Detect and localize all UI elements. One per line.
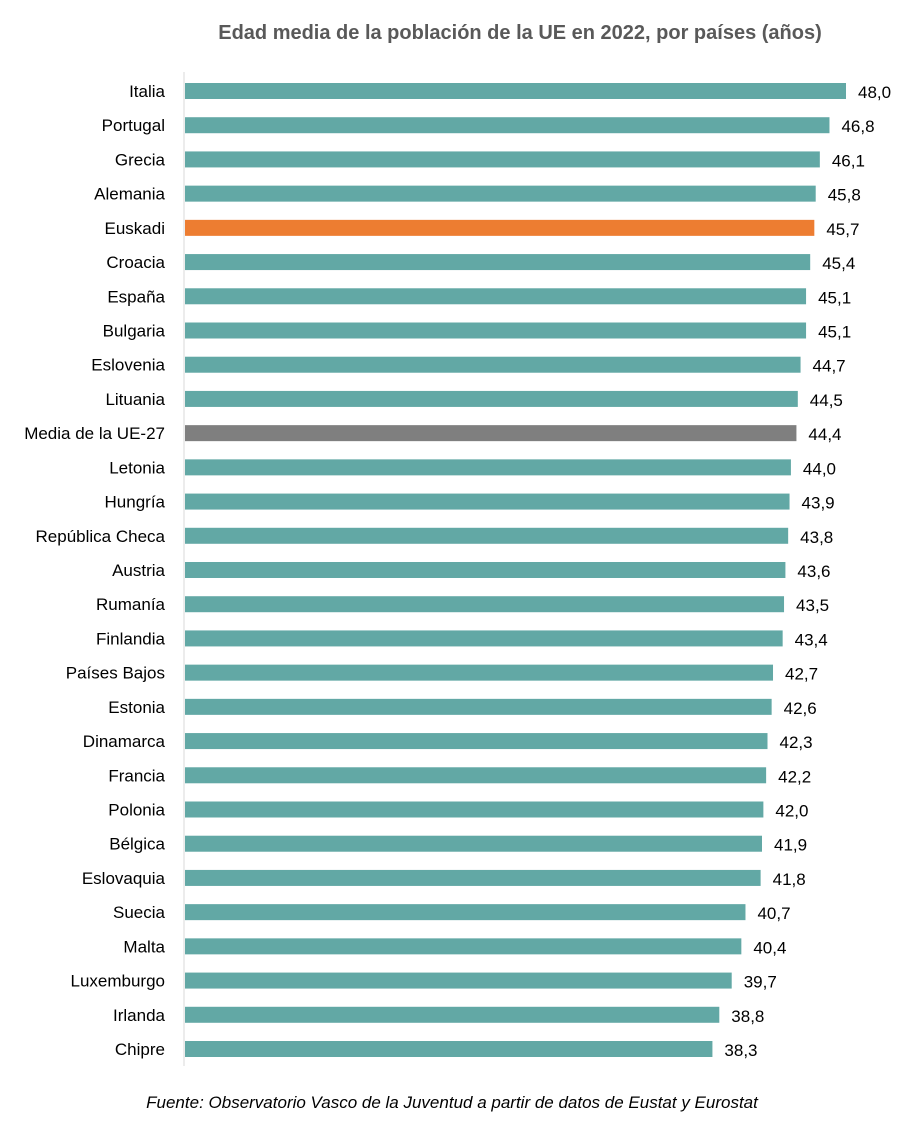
bar-lituania	[185, 390, 798, 407]
chart-title: Edad media de la población de la UE en 2…	[218, 22, 822, 44]
category-label: Grecia	[115, 150, 166, 169]
data-label: 44,5	[810, 391, 843, 410]
data-label: 42,2	[778, 767, 811, 786]
category-label: República Checa	[36, 527, 166, 546]
category-label: Hungría	[105, 493, 166, 512]
bar-irlanda	[185, 1006, 720, 1023]
data-label: 43,9	[802, 494, 835, 513]
data-label: 41,9	[774, 836, 807, 855]
bar-españa	[185, 288, 807, 305]
data-label: 45,7	[826, 220, 859, 239]
bar-francia	[185, 767, 767, 784]
data-label: 39,7	[744, 973, 777, 992]
category-label: Chipre	[115, 1040, 165, 1059]
bar-bulgaria	[185, 322, 807, 339]
bar-portugal	[185, 117, 830, 134]
bar-euskadi	[185, 219, 815, 236]
data-label: 44,0	[803, 459, 836, 478]
category-label: España	[107, 287, 165, 306]
category-label: Finlandia	[96, 629, 166, 648]
source-note: Fuente: Observatorio Vasco de la Juventu…	[146, 1093, 758, 1112]
bar-rumanía	[185, 596, 785, 613]
category-label: Portugal	[102, 116, 165, 135]
data-label: 38,3	[724, 1041, 757, 1060]
category-label: Luxemburgo	[70, 972, 165, 991]
category-label: Francia	[108, 766, 165, 785]
category-label: Media de la UE-27	[24, 424, 165, 443]
bar-hungría	[185, 493, 790, 510]
category-label: Alemania	[94, 185, 165, 204]
data-label: 43,6	[797, 562, 830, 581]
data-label: 45,1	[818, 323, 851, 342]
data-label: 45,4	[822, 254, 855, 273]
category-label: Polonia	[108, 801, 165, 820]
bar-italia	[185, 83, 846, 99]
bar-luxemburgo	[185, 972, 732, 989]
bar-países-bajos	[185, 664, 774, 681]
bar-grecia	[185, 151, 820, 168]
bar-letonia	[185, 459, 791, 476]
category-label: Austria	[112, 561, 165, 580]
data-label: 42,7	[785, 665, 818, 684]
category-label: Euskadi	[105, 219, 165, 238]
bar-media-de-la-ue-27	[185, 425, 797, 442]
data-label: 46,8	[841, 117, 874, 136]
category-label: Italia	[129, 82, 165, 101]
bar-polonia	[185, 801, 764, 818]
category-label: Rumanía	[96, 595, 166, 614]
category-label: Lituania	[105, 390, 165, 409]
bar-finlandia	[185, 630, 783, 647]
data-label: 42,3	[780, 733, 813, 752]
category-label: Estonia	[108, 698, 165, 717]
category-label: Croacia	[106, 253, 165, 272]
bar-alemania	[185, 185, 816, 202]
data-label: 43,8	[800, 528, 833, 547]
category-label: Eslovenia	[91, 356, 165, 375]
bar-chart: Italia 48,0 Portugal 46,8 Grecia 46,1 Alemania…	[24, 72, 891, 1066]
data-label: 40,7	[757, 904, 790, 923]
bar-república-checa	[185, 527, 789, 544]
bar-eslovaquia	[185, 869, 761, 886]
data-label: 46,1	[832, 151, 865, 170]
category-label: Letonia	[109, 458, 165, 477]
data-label: 42,0	[775, 802, 808, 821]
data-label: 43,5	[796, 596, 829, 615]
category-label: Eslovaquia	[82, 869, 166, 888]
data-label: 38,8	[731, 1007, 764, 1026]
category-label: Malta	[123, 937, 165, 956]
bar-chipre	[185, 1041, 713, 1057]
data-label: 42,6	[784, 699, 817, 718]
bar-bélgica	[185, 835, 762, 852]
data-label: 41,8	[773, 870, 806, 889]
category-label: Países Bajos	[66, 664, 165, 683]
category-label: Dinamarca	[83, 732, 166, 751]
bar-croacia	[185, 254, 811, 271]
category-label: Suecia	[113, 903, 166, 922]
data-label: 44,4	[808, 425, 841, 444]
data-label: 48,0	[858, 83, 891, 102]
category-label: Irlanda	[113, 1006, 166, 1025]
category-label: Bélgica	[109, 835, 165, 854]
data-label: 45,1	[818, 288, 851, 307]
category-label: Bulgaria	[103, 322, 166, 341]
bar-austria	[185, 562, 786, 578]
bar-eslovenia	[185, 356, 801, 373]
bar-malta	[185, 938, 742, 955]
bar-estonia	[185, 698, 772, 715]
data-label: 40,4	[753, 938, 786, 957]
data-label: 43,4	[795, 630, 828, 649]
bar-dinamarca	[185, 733, 768, 750]
data-label: 44,7	[813, 357, 846, 376]
data-label: 45,8	[828, 186, 861, 205]
bar-suecia	[185, 904, 746, 921]
